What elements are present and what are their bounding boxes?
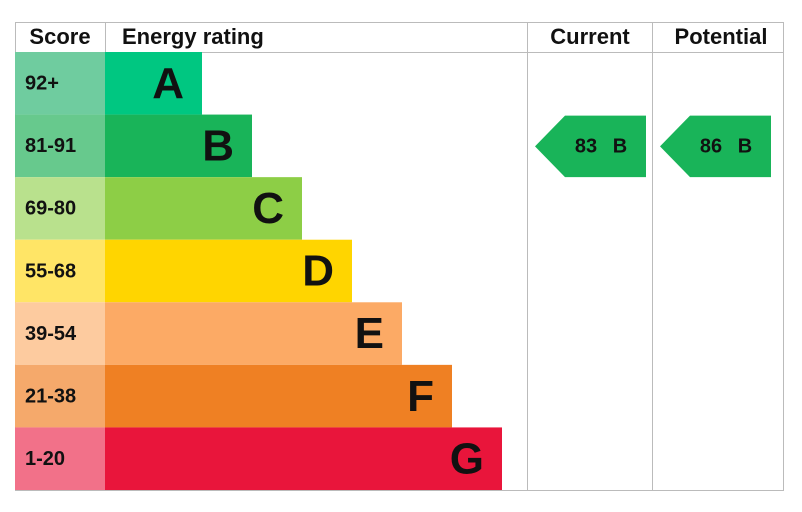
rating-bar	[105, 239, 352, 303]
score-cell	[15, 177, 105, 240]
header-potential: Potential	[675, 24, 768, 49]
score-cell	[15, 302, 105, 365]
band-letter: B	[202, 121, 234, 170]
band-letter: D	[302, 247, 334, 296]
header-rating: Energy rating	[122, 24, 264, 49]
rating-bar	[105, 114, 252, 178]
rating-value: 86	[700, 136, 722, 158]
rating-band: B	[613, 136, 627, 158]
score-cell	[15, 114, 105, 178]
score-label: 81-91	[25, 135, 76, 157]
header-current: Current	[550, 24, 630, 49]
band-letter: G	[450, 434, 484, 483]
rating-arrow	[660, 115, 771, 178]
rating-arrow	[535, 115, 646, 178]
rating-bar	[105, 52, 202, 115]
header-score: Score	[29, 24, 90, 49]
score-cell	[15, 364, 105, 428]
score-label: 1-20	[25, 448, 65, 470]
score-cell	[15, 239, 105, 303]
score-label: 92+	[25, 73, 59, 95]
score-label: 39-54	[25, 323, 77, 345]
rating-bar	[105, 427, 502, 490]
score-cell	[15, 427, 105, 490]
rating-bar	[105, 364, 452, 428]
band-letter: A	[152, 59, 184, 108]
score-label: 21-38	[25, 385, 76, 407]
rating-value: 83	[575, 136, 597, 158]
rating-band: B	[738, 136, 752, 158]
band-letter: C	[252, 184, 284, 233]
band-letter: F	[407, 372, 434, 421]
rating-bar	[105, 177, 302, 240]
score-cell	[15, 52, 105, 115]
score-label: 69-80	[25, 198, 76, 220]
band-letter: E	[355, 309, 384, 358]
score-label: 55-68	[25, 260, 76, 282]
rating-bar	[105, 302, 402, 365]
